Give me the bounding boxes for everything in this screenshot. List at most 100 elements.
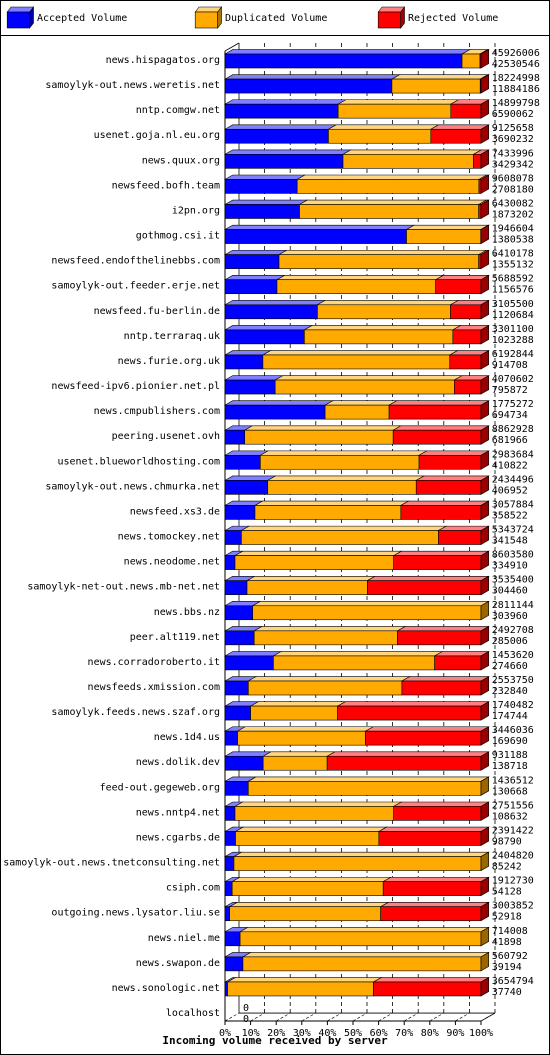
category-label: samoylyk-out.feeder.erje.net (51, 281, 220, 292)
accepted-volume-label: 358522 (492, 510, 528, 521)
bar-side (480, 375, 490, 395)
x-tick-label: 70% (395, 1028, 413, 1039)
total-volume-label: 3446036 (492, 725, 534, 736)
category-label: news.tomockey.net (118, 532, 220, 543)
bar-accepted (224, 705, 251, 721)
bar-accepted-top (223, 300, 327, 306)
total-volume-label: 9608078 (492, 173, 534, 184)
bar-rejected-top (377, 826, 490, 832)
bar-rejected-top (372, 977, 490, 983)
bar-duplicated-top (266, 475, 426, 481)
total-volume-label: 0 (243, 1003, 249, 1014)
category-label: peer.alt119.net (130, 632, 220, 643)
category-label: news.furie.org.uk (118, 356, 220, 367)
bar-accepted (224, 806, 236, 821)
bar-accepted (224, 304, 318, 320)
legend-separator (1, 35, 549, 36)
bar-rejected (326, 755, 482, 771)
bar-rejected-top (415, 475, 490, 481)
bar-rejected (454, 379, 482, 395)
total-volume-label: 2492708 (492, 625, 534, 636)
accepted-volume-label: 98790 (492, 836, 522, 847)
bar-accepted-top (223, 49, 471, 55)
category-label: news.1d4.us (154, 732, 220, 743)
bar-side (480, 299, 490, 320)
bar-duplicated (234, 806, 395, 821)
bar-accepted-top (223, 174, 307, 180)
accepted-volume-label: 174744 (492, 711, 528, 722)
total-volume-label: 3301100 (492, 324, 534, 335)
bar-duplicated (227, 981, 374, 997)
bar-accepted (224, 53, 463, 69)
total-volume-label: 9125658 (492, 123, 534, 134)
total-volume-label: 14899798 (492, 98, 540, 109)
floor-gridline (429, 1012, 444, 1022)
bar-duplicated (317, 304, 451, 320)
bar-duplicated (273, 655, 435, 671)
bar-duplicated-top (243, 425, 403, 431)
total-volume-label: 2751556 (492, 800, 534, 811)
floor-gridline (455, 1012, 470, 1022)
floor-gridline (352, 1012, 368, 1022)
bar-accepted (224, 856, 235, 871)
bar-accepted-top (223, 651, 283, 657)
bar-duplicated (252, 605, 482, 621)
bar-duplicated-top (316, 300, 460, 306)
category-label: samoylyk-out.news.weretis.net (45, 80, 220, 91)
bar-duplicated (229, 906, 381, 922)
accepted-volume-label: 41898 (492, 937, 522, 948)
category-label: samoylyk-out.news.tnetconsulting.net (3, 858, 220, 869)
bar-accepted (224, 505, 256, 520)
accepted-volume-label: 6590062 (492, 109, 534, 120)
accepted-volume-label: 52918 (492, 912, 522, 923)
accepted-volume-label: 285006 (492, 636, 528, 647)
bar-side (480, 450, 490, 470)
bar-accepted-top (223, 224, 416, 230)
category-label: news.quux.org (142, 155, 220, 166)
bar-accepted (224, 454, 261, 470)
category-label: outgoing.news.lysator.liu.se (51, 908, 220, 919)
total-volume-label: 8603580 (492, 550, 534, 561)
bar-duplicated (246, 580, 368, 595)
floor-gridline (404, 1012, 419, 1022)
bar-accepted (224, 655, 274, 671)
bar-accepted (224, 630, 255, 646)
category-label: news.niel.me (148, 933, 220, 944)
bar-duplicated-top (261, 350, 459, 356)
bar-duplicated-top (274, 375, 464, 381)
accepted-volume-label: 1355132 (492, 260, 534, 271)
accepted-volume-label: 2708180 (492, 184, 534, 195)
bar-duplicated (267, 480, 417, 495)
bar-rejected (473, 154, 482, 169)
accepted-volume-label: 1023288 (492, 335, 534, 346)
bar-duplicated (262, 755, 328, 771)
total-volume-label: 1775272 (492, 399, 534, 410)
bar-accepted-top (223, 400, 334, 406)
accepted-volume-label: 11884186 (492, 84, 540, 95)
floor-gridline (301, 1012, 316, 1022)
total-volume-label: 18224998 (492, 73, 540, 84)
bar-rejected (401, 680, 482, 696)
bar-duplicated (244, 429, 394, 445)
x-tick-label: 40% (318, 1028, 336, 1039)
bar-duplicated (296, 179, 480, 194)
bar-duplicated-top (272, 651, 444, 657)
bar-rejected (418, 454, 482, 470)
x-axis-title: Incoming volume received by server (162, 1034, 388, 1047)
floor-gridline (224, 1012, 240, 1022)
bar-rejected (393, 806, 482, 821)
bar-duplicated (299, 204, 479, 219)
category-label: newsfeed.bofh.team (112, 180, 220, 191)
bar-duplicated (342, 154, 474, 169)
bar-side (480, 876, 490, 897)
bar-rejected (365, 730, 482, 746)
bar-duplicated-top (236, 726, 375, 732)
bar-duplicated-top (231, 876, 393, 882)
category-label: newsfeed.xs3.de (130, 506, 220, 517)
bar-side (480, 726, 490, 746)
bar-duplicated (241, 530, 439, 545)
bar-duplicated-top (232, 851, 490, 857)
bar-duplicated-top (259, 450, 428, 456)
accepted-volume-label: 42530546 (492, 59, 540, 70)
